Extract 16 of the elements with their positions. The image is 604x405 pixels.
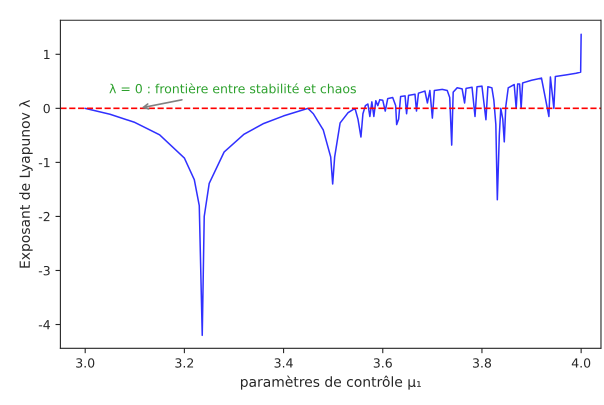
x-tick-label: 3.6 [374, 358, 392, 368]
x-axis-title: paramètres de contrôle μ₁ [240, 376, 421, 390]
y-tick-label: -3 [38, 266, 50, 276]
x-tick-label: 3.4 [274, 358, 293, 368]
y-axis-title: Exposant de Lyapunov λ [19, 100, 33, 268]
x-tick-label: 3.2 [175, 358, 194, 368]
x-tick-label: 3.8 [472, 358, 492, 368]
y-tick-label: 1 [44, 50, 50, 60]
line-series [84, 34, 582, 336]
y-tick-label: 0 [44, 104, 50, 114]
x-tick-label: 4.0 [572, 358, 590, 368]
y-tick-label: -4 [38, 320, 50, 330]
annotation: λ = 0 : frontière entre stabilité et chaos [109, 83, 356, 94]
y-tick-label: -2 [38, 212, 50, 222]
y-tick-label: -1 [38, 158, 50, 168]
x-tick-label: 3.0 [76, 358, 94, 368]
